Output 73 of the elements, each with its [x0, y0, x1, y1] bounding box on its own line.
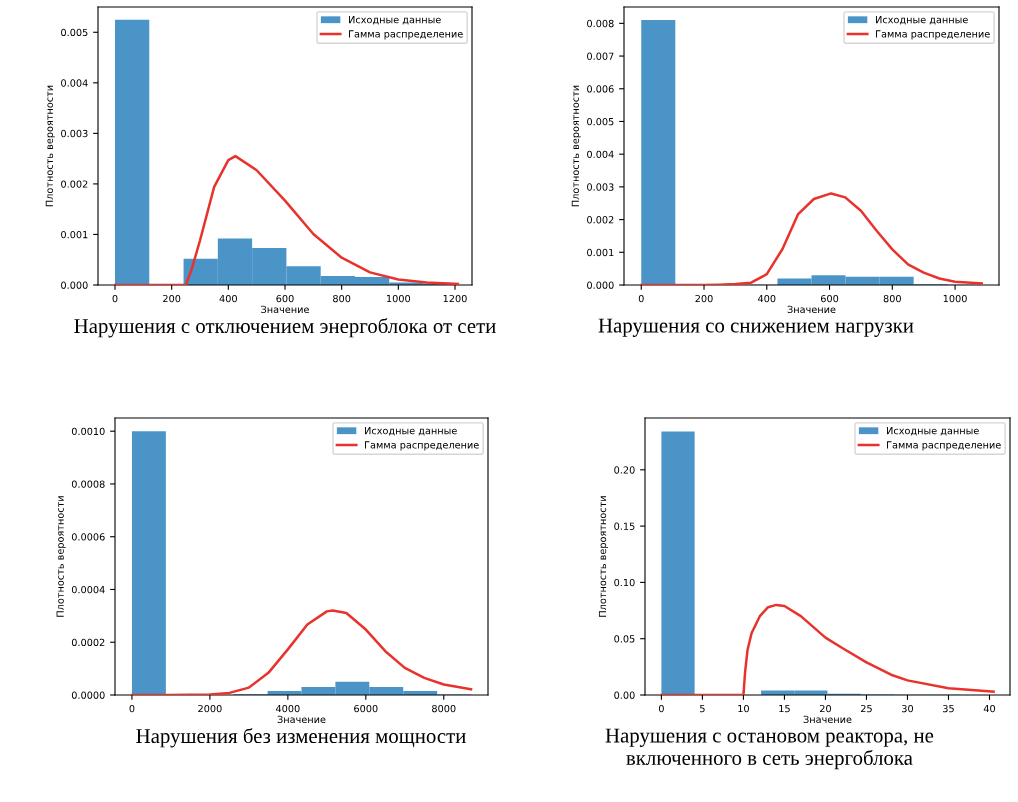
y-tick-label: 0.0008 [71, 480, 105, 488]
x-tick-label: 0 [638, 294, 644, 303]
x-tick-label: 800 [883, 294, 901, 303]
y-tick-label: 0.005 [61, 28, 88, 37]
legend-label: Гамма распределение [876, 30, 990, 40]
x-axis-title: Значение [803, 715, 852, 724]
y-axis-title: Плотность вероятности [571, 85, 581, 207]
x-tick-label: 0 [112, 294, 118, 303]
x-tick-label: 15 [779, 705, 790, 713]
text: Нарушения со снижением нагрузки [598, 318, 914, 337]
x-tick-label: 200 [695, 294, 713, 303]
x-tick-label: 800 [333, 294, 351, 303]
y-tick-label: 0.004 [587, 150, 614, 159]
legend-label: Исходные данные [365, 427, 457, 436]
x-tick-label: 40 [983, 704, 996, 713]
y-tick-label: 0.05 [614, 635, 635, 643]
y-tick-label: 0.00 [614, 691, 635, 699]
y-tick-label: 0.008 [587, 19, 614, 28]
y-tick-label: 0.002 [61, 180, 88, 188]
text: Нарушения с остановом реактора, не включенного в сеть энергоблока [605, 728, 934, 770]
y-tick-label: 0.0004 [71, 585, 105, 594]
legend-label: Исходные данные [349, 16, 441, 25]
y-axis-title: Плотность вероятности [598, 496, 609, 617]
x-tick-label: 20 [819, 704, 831, 713]
x-tick-label: 400 [219, 294, 237, 303]
x-tick-label: 0 [129, 704, 135, 713]
text: Нарушения с отключением энергоблока от сети [74, 318, 496, 338]
x-tick-label: 25 [860, 704, 872, 713]
y-tick-label: 0.0002 [71, 638, 105, 647]
y-tick-label: 0.004 [61, 79, 88, 87]
x-tick-label: 6000 [354, 704, 378, 713]
y-tick-label: 0.001 [61, 230, 88, 239]
legend-label: Гамма распределение [349, 30, 463, 40]
y-tick-label: 0.0010 [71, 427, 105, 436]
x-tick-label: 4000 [275, 704, 300, 713]
x-axis-title: Значение [261, 305, 309, 314]
legend-label: Гамма распределение [365, 441, 479, 451]
y-tick-label: 0.001 [587, 248, 614, 257]
y-tick-label: 0.20 [614, 466, 635, 474]
y-tick-label: 0.000 [61, 281, 88, 289]
x-tick-label: 1000 [943, 294, 967, 303]
legend-label: Гамма распределение [887, 441, 1001, 451]
y-tick-label: 0.003 [61, 129, 88, 138]
x-tick-label: 35 [943, 704, 954, 713]
y-tick-label: 0.0000 [71, 691, 105, 699]
x-tick-label: 10 [738, 704, 749, 713]
y-tick-label: 0.10 [614, 578, 635, 587]
y-tick-label: 0.000 [587, 281, 614, 289]
x-tick-label: 2000 [198, 704, 222, 713]
x-axis-title: Значение [277, 715, 326, 724]
x-axis-title: Значение [787, 305, 836, 314]
x-tick-label: 30 [902, 704, 914, 713]
legend-label: Исходные данные [887, 427, 979, 436]
y-tick-label: 0.15 [614, 522, 635, 530]
y-axis-title: Плотность вероятности [45, 85, 55, 207]
x-tick-label: 8000 [432, 704, 456, 713]
x-tick-label: 0 [658, 704, 664, 713]
x-tick-label: 1000 [387, 294, 411, 303]
y-tick-label: 0.002 [587, 216, 614, 224]
x-tick-label: 400 [757, 294, 776, 303]
x-tick-label: 1200 [443, 294, 467, 303]
y-axis-title: Плотность вероятности [56, 496, 66, 617]
x-tick-label: 5 [700, 705, 705, 713]
y-tick-label: 0.007 [587, 52, 614, 60]
text: Нарушения без изменения мощности [136, 728, 466, 748]
y-tick-label: 0.006 [587, 85, 614, 93]
legend-label: Исходные данные [876, 16, 968, 25]
y-tick-label: 0.0006 [71, 533, 105, 541]
x-tick-label: 200 [163, 294, 181, 303]
y-tick-label: 0.005 [587, 117, 614, 126]
x-tick-label: 600 [276, 294, 294, 303]
y-tick-label: 0.003 [587, 183, 614, 191]
x-tick-label: 600 [820, 294, 839, 303]
